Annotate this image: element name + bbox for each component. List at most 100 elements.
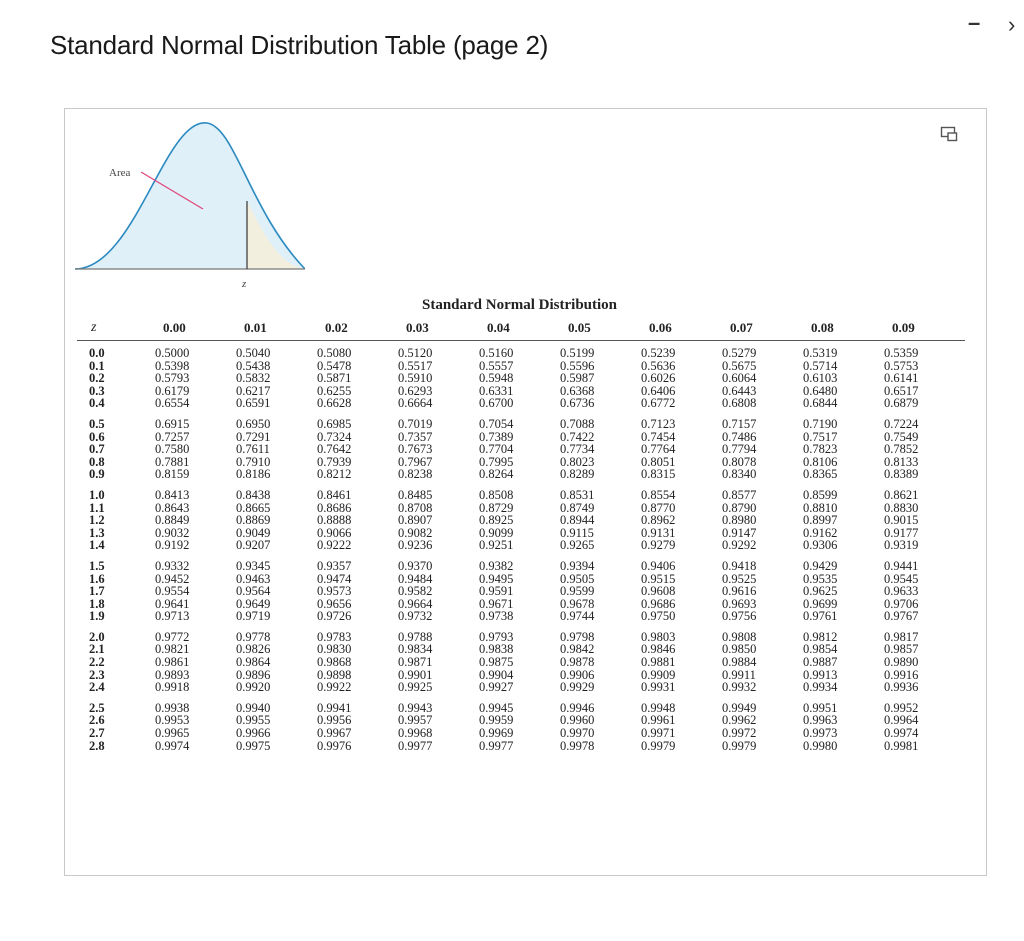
table-cell: 0.7673 [398,442,433,457]
table-row: 2.4 0.9918 0.9920 0.9922 0.9925 0.9927 0.9929 0… [77,681,965,699]
table-cell: 0.9332 [155,558,190,573]
table-cell: 0.9599 [560,584,595,599]
z-value: 2.5 [89,700,105,715]
table-cell: 0.6772 [641,396,676,411]
table-cell: 0.9929 [560,680,595,695]
table-cell: 0.8830 [884,500,919,515]
table-cell: 0.7019 [398,416,433,431]
table-cell: 0.5080 [317,346,352,360]
table-cell: 0.5000 [155,346,190,360]
z-value: 1.4 [89,538,105,553]
table-cell: 0.8770 [641,500,676,515]
table-cell: 0.9838 [479,642,514,657]
table-cell: 0.9948 [641,700,676,715]
table-cell: 0.5871 [317,371,352,386]
z-value: 0.4 [89,396,105,411]
table-cell: 0.9850 [722,642,757,657]
table-cell: 0.7257 [155,429,190,444]
normal-curve-figure: Area z [75,122,305,290]
table-cell: 0.9319 [884,538,919,553]
table-cell: 0.7454 [641,429,676,444]
table-cell: 0.9898 [317,667,352,682]
table-cell: 0.9608 [641,584,676,599]
z-value: 1.9 [89,609,105,624]
table-cell: 0.5948 [479,371,514,386]
table-cell: 0.9966 [236,726,271,741]
table-cell: 0.9975 [236,738,271,753]
table-cell: 0.9495 [479,571,514,586]
table-cell: 0.9767 [884,609,919,624]
table-cell: 0.8599 [803,487,838,502]
table-cell: 0.8289 [560,467,595,482]
table-cell: 0.8729 [479,500,514,515]
table-cell: 0.9812 [803,629,838,644]
table-cell: 0.5753 [884,358,919,373]
table-cell: 0.9834 [398,642,433,657]
table-cell: 0.9306 [803,538,838,553]
table-cell: 0.9934 [803,680,838,695]
table-cell: 0.9916 [884,667,919,682]
table-cell: 0.9345 [236,558,271,573]
table-cell: 0.8665 [236,500,271,515]
table-cell: 0.9941 [317,700,352,715]
table-cell: 0.9964 [884,713,919,728]
table-cell: 0.9968 [398,726,433,741]
table-cell: 0.9881 [641,655,676,670]
table-cell: 0.8238 [398,467,433,482]
table-cell: 0.8186 [236,467,271,482]
table-cell: 0.9699 [803,596,838,611]
close-icon[interactable]: › [1008,12,1016,37]
table-cell: 0.9616 [722,584,757,599]
table-cell: 0.8133 [884,454,919,469]
table-cell: 0.7611 [236,442,270,457]
table-cell: 0.9693 [722,596,757,611]
curve-line [75,122,305,270]
table-row: 1.0 0.8413 0.8438 0.8461 0.8485 0.8508 0.8531 0… [77,486,965,502]
table-cell: 0.6628 [317,396,352,411]
column-header: 0.06 [649,319,672,335]
table-cell: 0.9649 [236,596,271,611]
table-cell: 0.7088 [560,416,595,431]
table-cell: 0.9131 [641,525,676,540]
table-cell: 0.9956 [317,713,352,728]
table-cell: 0.8849 [155,513,190,528]
z-value: 1.7 [89,584,105,599]
table-cell: 0.9032 [155,525,190,540]
table-cell: 0.9750 [641,609,676,624]
table-cell: 0.9878 [560,655,595,670]
table-cell: 0.9887 [803,655,838,670]
table-cell: 0.6406 [641,383,676,398]
table-cell: 0.9945 [479,700,514,715]
column-header: 0.04 [487,319,510,335]
table-cell: 0.9842 [560,642,595,657]
table-cell: 0.9971 [641,726,676,741]
table-cell: 0.9664 [398,596,433,611]
table-cell: 0.9761 [803,609,838,624]
minimize-icon[interactable]: – [968,10,981,35]
z-value: 0.8 [89,454,105,469]
table-cell: 0.9207 [236,538,271,553]
table-cell: 0.8264 [479,467,514,482]
table-cell: 0.9978 [560,738,595,753]
table-row: 1.1 0.8643 0.8665 0.8686 0.8708 0.8729 0.8749 0… [77,500,965,515]
table-row: 2.0 0.9772 0.9778 0.9783 0.9788 0.9793 0.9798 0… [77,628,965,644]
table-cell: 0.5793 [155,371,190,386]
table-cell: 0.9979 [641,738,676,753]
table-cell: 0.6517 [884,383,919,398]
table-row: 1.5 0.9332 0.9345 0.9357 0.9370 0.9382 0.9394 0… [77,557,965,573]
table-cell: 0.9441 [884,558,919,573]
table-header-row: z 0.00 0.01 0.02 0.03 0.04 0.05 0.06 0.07 0.08 0.… [77,316,965,341]
table-cell: 0.9756 [722,609,757,624]
table-cell: 0.9429 [803,558,838,573]
table-cell: 0.7764 [641,442,676,457]
table-cell: 0.9980 [803,738,838,753]
table-cell: 0.9861 [155,655,190,670]
table-cell: 0.8577 [722,487,757,502]
table-cell: 0.9918 [155,680,190,695]
table-cell: 0.9783 [317,629,352,644]
table-cell: 0.7389 [479,429,514,444]
table-cell: 0.9808 [722,629,757,644]
table-cell: 0.6255 [317,383,352,398]
table-cell: 0.9920 [236,680,271,695]
expand-icon[interactable] [940,126,958,142]
